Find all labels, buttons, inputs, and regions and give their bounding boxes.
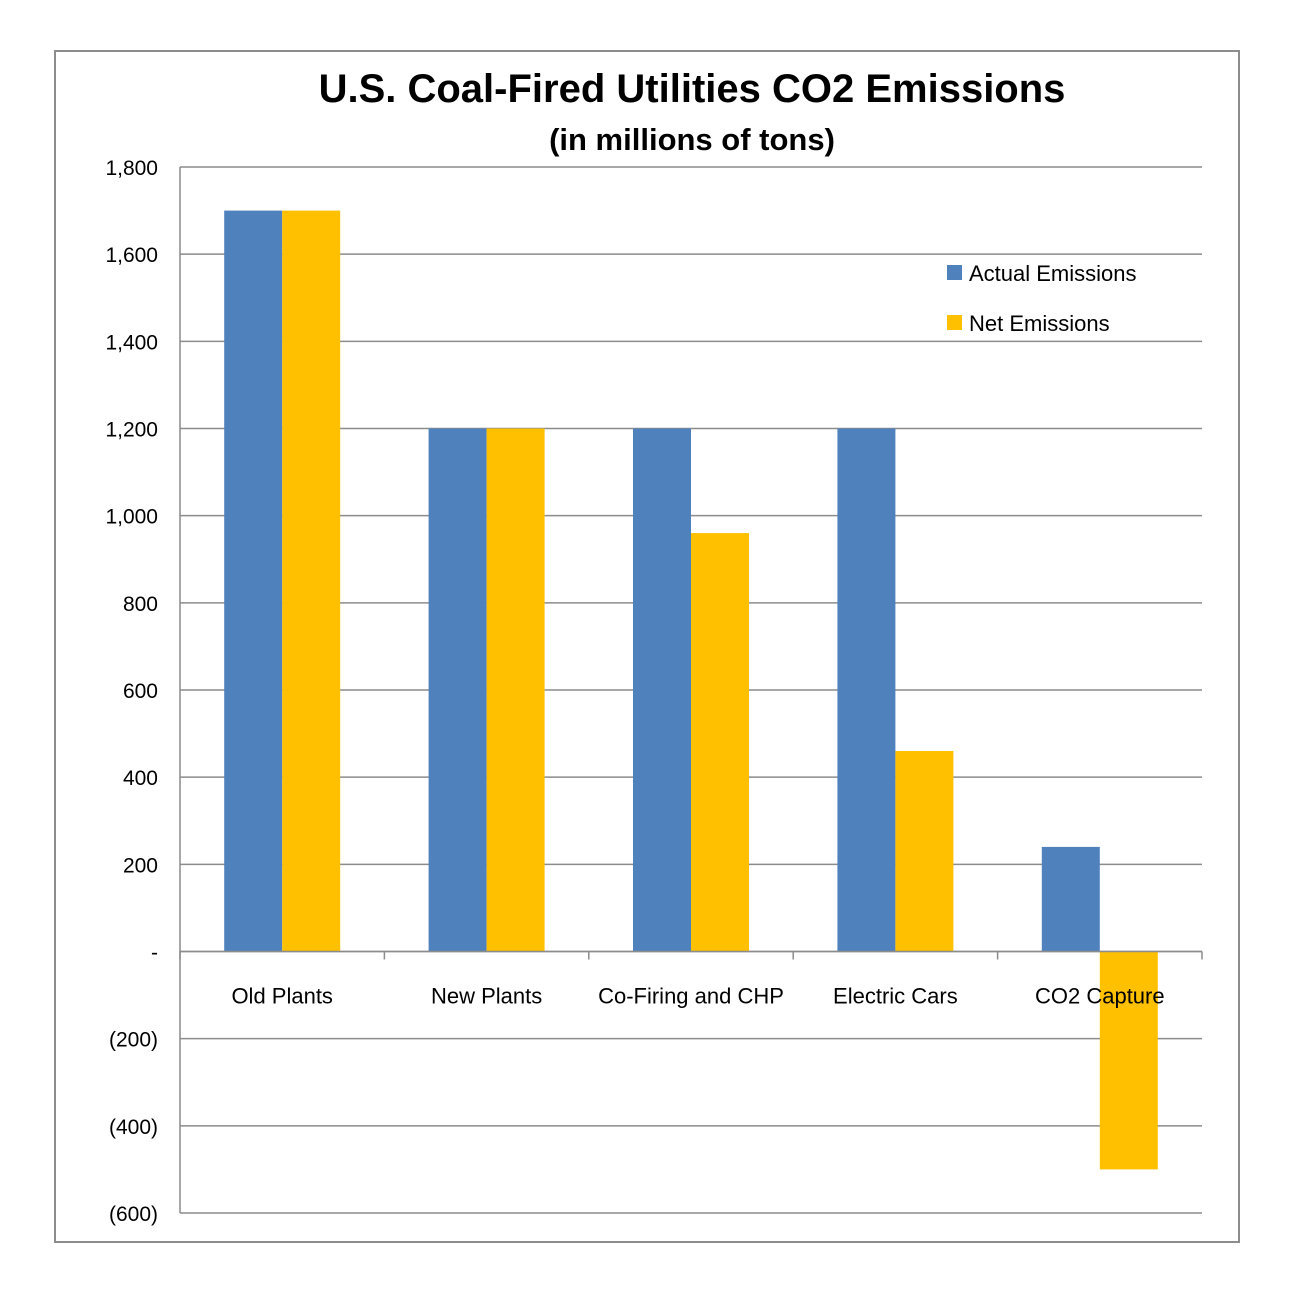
x-category-label: Old Plants	[231, 984, 333, 1009]
y-tick-label: 1,400	[105, 331, 158, 354]
y-tick-label: 1,800	[105, 157, 158, 180]
bar-actual	[1041, 846, 1100, 952]
bars	[224, 210, 1158, 1170]
x-category-label: Co-Firing and CHP	[598, 984, 784, 1009]
legend-swatch	[947, 315, 962, 330]
y-tick-label: 800	[123, 593, 158, 616]
y-tick-label: 1,000	[105, 506, 158, 529]
y-tick-label: -	[151, 942, 158, 965]
x-category-label: New Plants	[431, 984, 542, 1009]
y-tick-label: (600)	[109, 1203, 158, 1226]
x-category-label: CO2 Capture	[1035, 984, 1165, 1009]
category-labels: Old Plants New Plants Co-Firing and CHP Ele…	[231, 984, 1164, 1009]
y-tick-label: (400)	[109, 1116, 158, 1139]
legend-swatch	[947, 265, 962, 280]
y-tick-label: 600	[123, 680, 158, 703]
chart-title: U.S. Coal-Fired Utilities CO2 Emissions	[319, 67, 1066, 111]
bar-actual	[428, 428, 487, 952]
bar-net	[691, 533, 749, 952]
x-axis	[179, 167, 1203, 1213]
chart-subtitle: (in millions of tons)	[549, 122, 835, 157]
x-category-label: Electric Cars	[833, 984, 958, 1009]
y-tick-label: 200	[123, 854, 158, 877]
bar-net	[282, 210, 341, 952]
bar-net	[895, 751, 954, 952]
y-tick-label: 400	[123, 767, 158, 790]
y-axis-ticks: 1,800 1,600 1,400 1,200 1,000 800 600 400 200 - (2…	[105, 157, 158, 1226]
bar-net	[486, 428, 545, 952]
bar-net	[1099, 951, 1158, 1170]
y-tick-label: (200)	[109, 1029, 158, 1052]
legend-label: Net Emissions	[969, 311, 1110, 336]
legend: Actual Emissions Net Emissions	[947, 261, 1137, 336]
bar-actual	[633, 428, 691, 952]
legend-label: Actual Emissions	[969, 261, 1137, 286]
bar-actual	[224, 210, 283, 952]
bar-actual	[837, 428, 896, 952]
y-tick-label: 1,600	[105, 244, 158, 267]
y-tick-label: 1,200	[105, 419, 158, 442]
